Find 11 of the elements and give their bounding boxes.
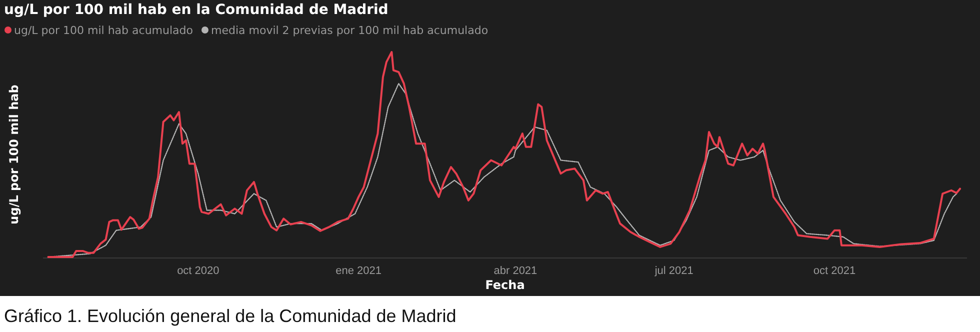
legend-label: ug/L por 100 mil hab acumulado (14, 24, 194, 37)
y-axis-title: ug/L por 100 mil hab (7, 84, 21, 224)
x-axis-title: Fecha (485, 278, 525, 292)
x-tick-label: oct 2021 (813, 264, 856, 277)
x-tick-label: oct 2020 (177, 264, 220, 277)
x-tick-label: jul 2021 (654, 264, 694, 277)
text: Gráfico 1. Evolución general de la Comunidad de Madrid (4, 306, 456, 326)
x-tick-label: ene 2021 (336, 264, 382, 277)
legend-label: media movil 2 previas por 100 mil hab acumulado (210, 24, 488, 37)
x-tick-label: abr 2021 (494, 264, 538, 277)
chart-title: ug/L por 100 mil hab en la Comunidad de Madrid (4, 2, 388, 18)
